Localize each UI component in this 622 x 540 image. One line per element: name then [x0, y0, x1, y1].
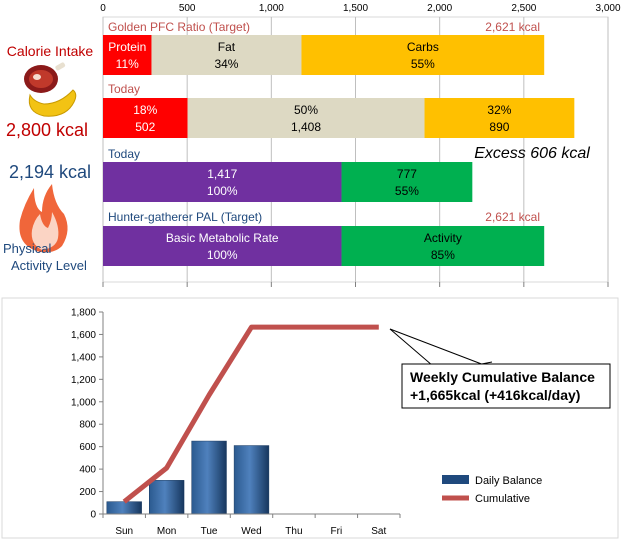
callout-line2: +1,665kcal (+416kcal/day) — [410, 387, 580, 403]
x-category-label: Thu — [285, 526, 302, 537]
food-icon — [24, 62, 77, 117]
segment-label-2: 502 — [135, 120, 155, 134]
x-category-label: Mon — [157, 526, 176, 537]
cumulative-line — [122, 324, 379, 504]
bar-segment — [103, 35, 152, 75]
segment-label-1: Protein — [108, 40, 146, 54]
row-title: Golden PFC Ratio (Target) — [108, 20, 250, 34]
y-tick-label: 1,400 — [71, 352, 96, 363]
flame-icon — [19, 184, 68, 253]
y-tick-label: 1,200 — [71, 375, 96, 386]
x-tick-label: 1,500 — [343, 3, 368, 14]
y-tick-label: 1,800 — [71, 308, 96, 319]
callout-box — [401, 363, 611, 409]
segment-label-2: 55% — [411, 57, 435, 71]
segment-label-2: 55% — [395, 184, 419, 198]
daily-balance-bar — [106, 501, 142, 515]
segment-label-2: 34% — [214, 57, 238, 71]
x-tick-label: 3,000 — [595, 3, 620, 14]
bar-segment — [103, 98, 188, 138]
y-tick-label: 600 — [79, 442, 96, 453]
calorie-intake-title: Calorie Intake — [7, 43, 94, 59]
x-category-label: Fri — [331, 526, 343, 537]
side-panel: Calorie Intake 2,800 kcal 2,194 kcal Phy… — [3, 43, 93, 273]
y-tick-label: 800 — [79, 420, 96, 431]
segment-label-1: Fat — [218, 40, 236, 54]
segment-label-1: 50% — [294, 103, 318, 117]
x-category-label: Tue — [201, 526, 218, 537]
calorie-ratio-chart: 0 500 1,000 1,500 2,000 2,500 3,000 Golden PFC… — [100, 3, 621, 287]
segment-label-1: 1,417 — [207, 167, 237, 181]
y-tick-label: 1,000 — [71, 397, 96, 408]
activity-title-line2: Activity Level — [11, 258, 87, 273]
row-total-label: 2,621 kcal — [485, 20, 540, 34]
x-tick-label: 0 — [100, 3, 106, 14]
row-title: Today — [108, 82, 140, 96]
y-tick-label: 200 — [79, 487, 96, 498]
y-tick-label: 0 — [90, 510, 96, 521]
segment-label-1: 777 — [397, 167, 417, 181]
segment-label-2: 11% — [116, 57, 139, 71]
segment-label-2: 1,408 — [291, 120, 321, 134]
bar-segment — [301, 35, 545, 75]
row-title: Today — [108, 147, 140, 161]
bar-segment — [103, 162, 342, 202]
daily-balance-bar — [148, 480, 185, 515]
y-tick-label: 1,600 — [71, 330, 96, 341]
row-title: Hunter-gatherer PAL (Target) — [108, 210, 262, 224]
x-axis-ticks: 0 500 1,000 1,500 2,000 2,500 3,000 — [100, 3, 621, 287]
bar-segment — [151, 35, 302, 75]
daily-balance-bar — [191, 440, 227, 515]
x-tick-label: 1,000 — [259, 3, 284, 14]
weekly-callout: Weekly Cumulative Balance +1,665kcal (+4… — [389, 328, 611, 409]
segment-label-1: Basic Metabolic Rate — [166, 231, 279, 245]
segment-label-1: Carbs — [407, 40, 439, 54]
legend-label-cumulative: Cumulative — [475, 493, 530, 505]
bar-rows: Golden PFC Ratio (Target) 2,621 kcal Prote… — [103, 20, 575, 266]
activity-title-line1: Physical — [3, 241, 52, 256]
excess-note: Excess 606 kcal — [474, 145, 590, 162]
x-tick-label: 2,000 — [427, 3, 452, 14]
legend: Daily Balance Cumulative — [442, 475, 542, 505]
bar-row: Hunter-gatherer PAL (Target) 2,621 kcal Ba… — [103, 210, 545, 266]
segment-label-2: 85% — [431, 248, 455, 262]
segment-label-1: Activity — [424, 231, 462, 245]
daily-balance-bar — [233, 445, 270, 515]
y-tick-label: 400 — [79, 465, 96, 476]
weekly-balance-chart: 0 200 400 600 800 1,000 1,200 1,400 1,600 1,800 Su… — [1, 297, 619, 539]
x-category-label: Sun — [115, 526, 133, 537]
segment-label-1: 18% — [133, 103, 157, 117]
bar-segment — [187, 98, 425, 138]
bar-row: Today 1,417 100% 777 55% — [103, 147, 473, 202]
calories-burned-value: 2,194 kcal — [9, 162, 91, 182]
bar-segment — [424, 98, 575, 138]
segment-label-2: 100% — [207, 248, 238, 262]
bar-segment — [341, 226, 545, 266]
legend-swatch-daily-balance — [442, 475, 469, 484]
bar-segment — [341, 162, 473, 202]
x-category-label: Sat — [371, 526, 386, 537]
bar-row: Today 18% 502 50% 1,408 32% 890 — [103, 82, 575, 138]
segment-label-2: 890 — [489, 120, 509, 134]
calorie-intake-value: 2,800 kcal — [6, 120, 88, 140]
callout-line1: Weekly Cumulative Balance — [410, 369, 595, 385]
axes: 0 200 400 600 800 1,000 1,200 1,400 1,600 1,800 Su… — [71, 308, 401, 537]
segment-label-2: 100% — [207, 184, 238, 198]
x-category-label: Wed — [241, 526, 261, 537]
bar-segment — [103, 226, 342, 266]
legend-label-daily-balance: Daily Balance — [475, 475, 542, 487]
row-total-label: 2,621 kcal — [485, 210, 540, 224]
bar-row: Golden PFC Ratio (Target) 2,621 kcal Prote… — [103, 20, 545, 75]
segment-label-1: 32% — [487, 103, 511, 117]
x-tick-label: 2,500 — [511, 3, 536, 14]
chart-frame — [1, 297, 619, 539]
x-tick-label: 500 — [179, 3, 196, 14]
